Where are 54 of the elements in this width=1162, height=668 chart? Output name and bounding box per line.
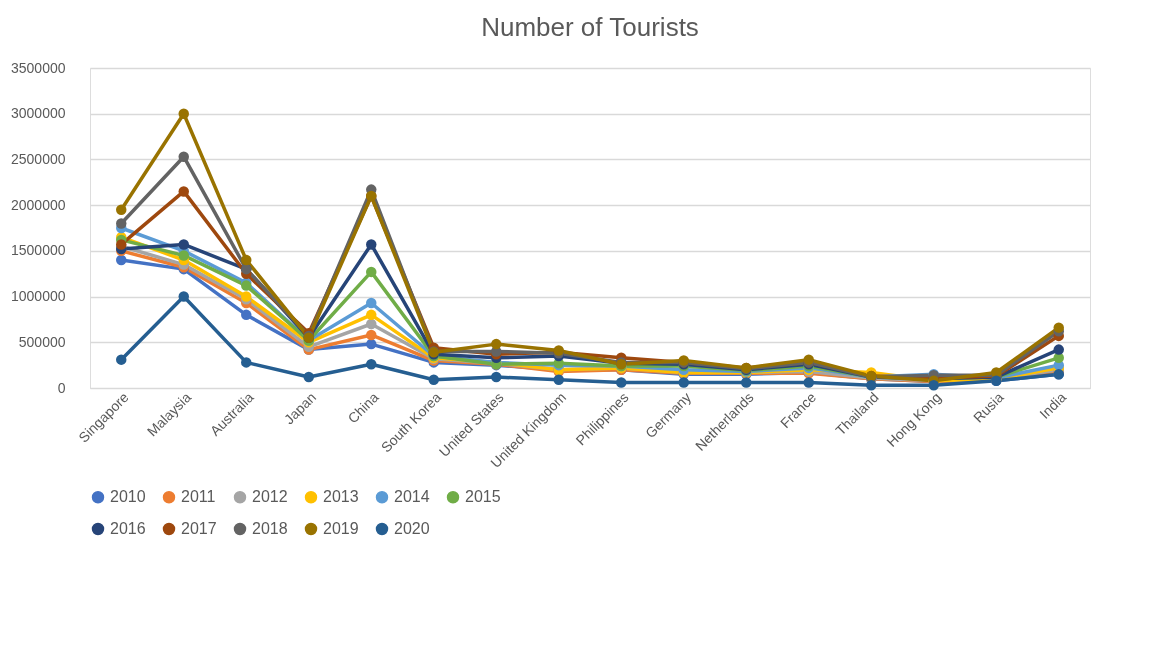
y-tick-label: 2000000	[10, 196, 66, 213]
point	[178, 250, 189, 261]
legend-label: 2015	[465, 488, 501, 506]
point	[116, 218, 127, 229]
point	[741, 377, 752, 388]
point	[241, 254, 252, 266]
y-tick-label: 3000000	[10, 105, 66, 122]
point	[678, 377, 689, 388]
point	[116, 254, 127, 266]
legend-label: 2012	[252, 488, 288, 506]
point	[366, 329, 377, 341]
point	[491, 338, 502, 350]
point	[553, 374, 564, 386]
legend-label: 2019	[323, 520, 359, 537]
point	[1053, 322, 1064, 333]
point	[178, 108, 189, 119]
point	[241, 309, 252, 321]
y-tick-label: 3500000	[10, 59, 66, 76]
y-tick-label: 1500000	[10, 242, 66, 259]
legend-label: 2013	[323, 488, 359, 506]
legend-label: 2016	[110, 520, 146, 537]
point	[178, 186, 189, 197]
point	[866, 380, 877, 391]
y-tick-label: 1000000	[10, 288, 66, 305]
point	[303, 371, 314, 383]
point	[178, 151, 189, 162]
point	[928, 380, 939, 391]
legend-label: 2017	[181, 520, 217, 537]
point	[366, 318, 377, 330]
point	[491, 371, 502, 383]
y-tick-label: 0	[57, 379, 66, 396]
point	[178, 291, 189, 302]
legend-label: 2020	[394, 520, 430, 537]
legend-label: 2014	[394, 488, 430, 506]
point	[116, 204, 127, 215]
point	[428, 374, 439, 386]
point	[116, 354, 127, 365]
legend-label: 2011	[181, 488, 216, 506]
chart-title: Number of Tourists	[481, 12, 699, 42]
point	[241, 357, 252, 368]
y-tick-label: 2500000	[10, 150, 66, 167]
point	[366, 297, 377, 309]
point	[366, 338, 377, 350]
point	[178, 239, 189, 250]
point	[616, 377, 627, 388]
point	[366, 239, 377, 250]
point	[1053, 344, 1064, 355]
point	[803, 377, 814, 388]
y-tick-label: 500000	[18, 333, 66, 350]
legend-label: 2018	[252, 520, 288, 537]
point	[366, 358, 377, 370]
point	[366, 309, 377, 321]
point	[366, 266, 377, 278]
legend-label: 2010	[110, 488, 146, 506]
